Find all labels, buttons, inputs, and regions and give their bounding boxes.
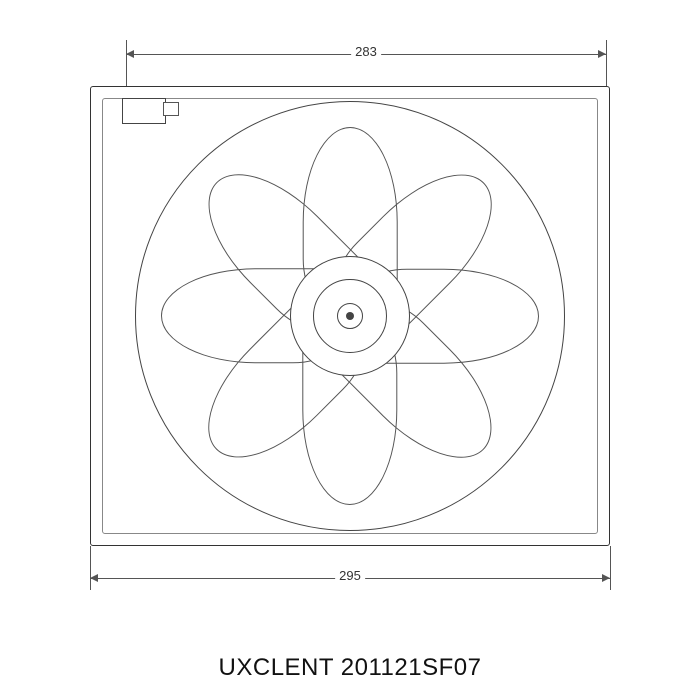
part-number-label: 201121SF07 bbox=[341, 654, 482, 681]
dim-bottom-ext-left bbox=[90, 546, 91, 590]
product-caption: UXCLENT 201121SF07 bbox=[0, 654, 700, 682]
dim-bottom-arrow-left bbox=[90, 574, 98, 582]
dim-top-label: 283 bbox=[351, 44, 381, 59]
dim-bottom-ext-right bbox=[610, 546, 611, 590]
dim-top-ext-right bbox=[606, 40, 607, 86]
fan-connector bbox=[122, 98, 166, 124]
fan-hub-center bbox=[346, 312, 354, 320]
dim-top-arrow-right bbox=[598, 50, 606, 58]
fan-blades bbox=[135, 101, 565, 531]
brand-label: UXCLENT bbox=[219, 654, 334, 681]
dim-bottom-label: 295 bbox=[335, 568, 365, 583]
technical-drawing: 283 295 bbox=[50, 40, 650, 600]
dim-bottom-arrow-right bbox=[602, 574, 610, 582]
dim-top-arrow-left bbox=[126, 50, 134, 58]
dim-top-ext-left bbox=[126, 40, 127, 86]
